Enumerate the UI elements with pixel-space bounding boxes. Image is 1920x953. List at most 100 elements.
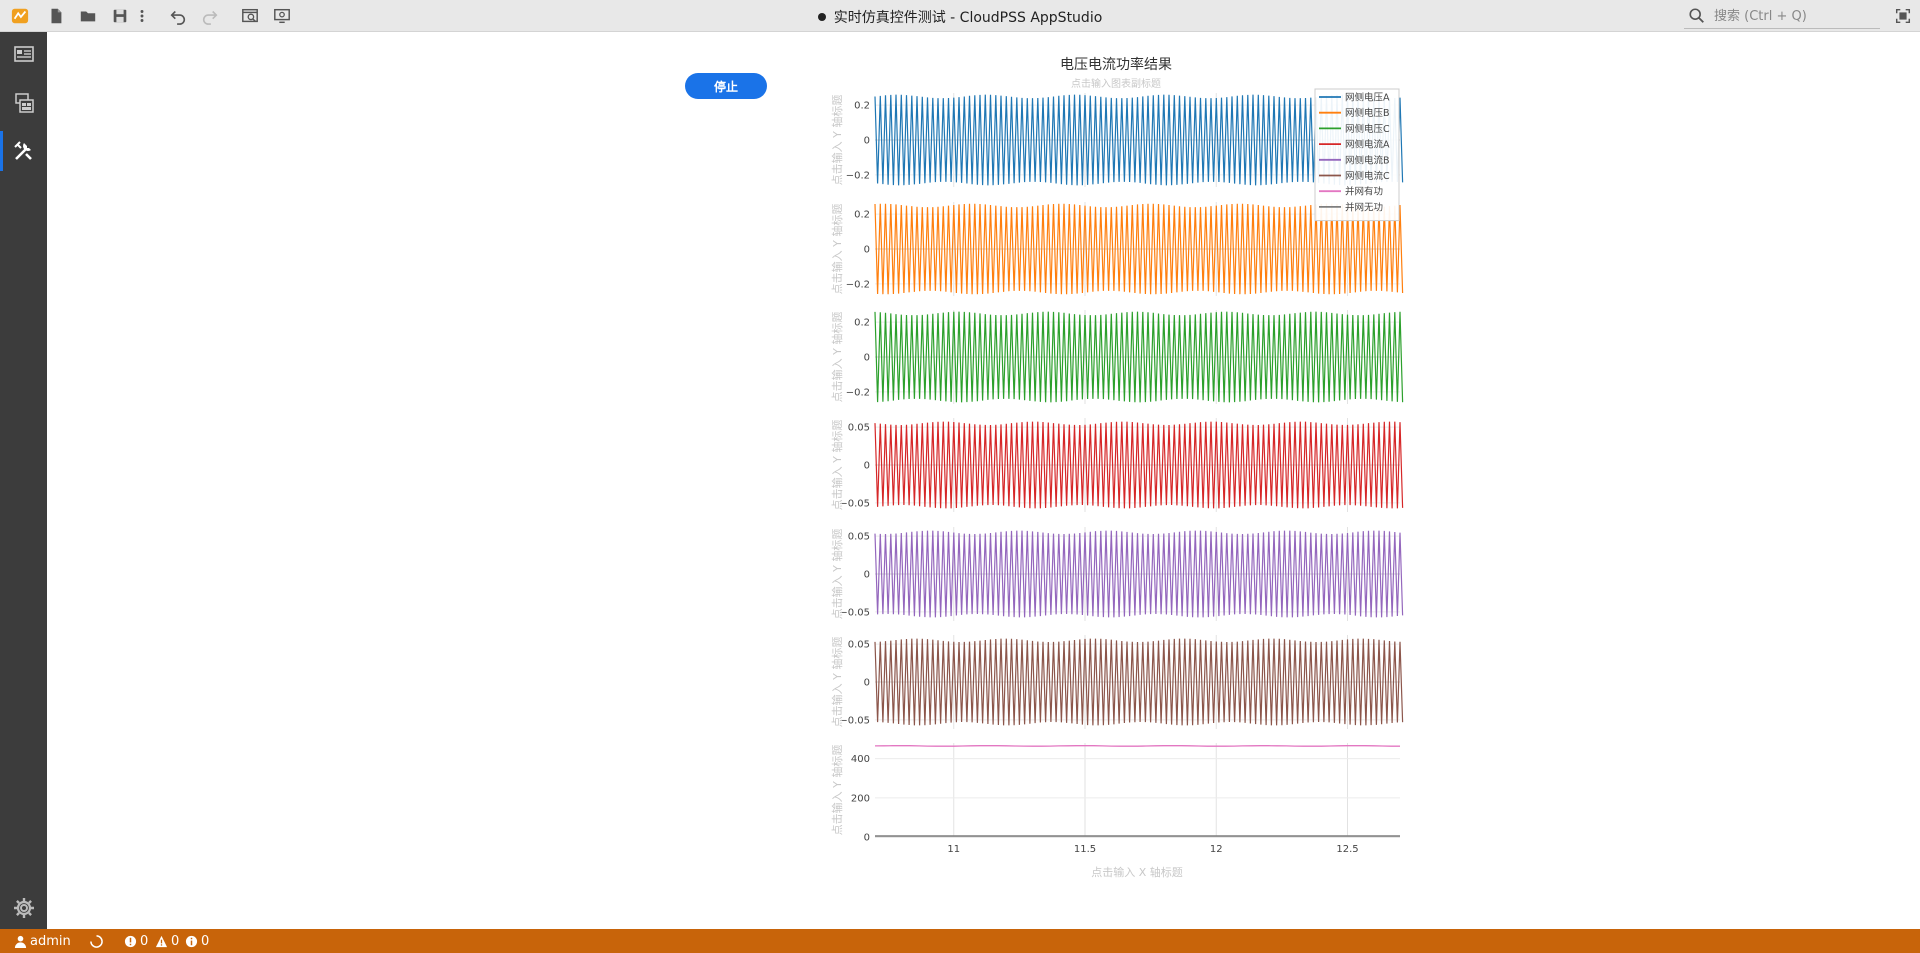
y-tick-label: 0 [864, 136, 870, 147]
legend-item[interactable]: 网侧电流C [1345, 170, 1390, 182]
status-bar: admin 0 0 0 [0, 929, 1920, 953]
legend-item[interactable]: 并网有功 [1345, 186, 1383, 198]
y-tick-label: 0 [864, 461, 870, 472]
debug-icon[interactable] [272, 6, 292, 26]
x-axis-title[interactable]: 点击输入 X 轴标题 [1091, 865, 1183, 879]
error-count-value: 0 [140, 933, 149, 949]
y-axis-title[interactable]: 点击输入 Y 轴标题 [830, 95, 844, 186]
legend-box [1314, 88, 1400, 222]
y-tick-label: −0.05 [839, 498, 870, 509]
y-tick-label: −0.05 [839, 607, 870, 618]
stop-button[interactable]: 停止 [685, 73, 767, 99]
y-axis-title[interactable]: 点击输入 Y 轴标题 [830, 745, 844, 836]
legend-item[interactable]: 网侧电流B [1345, 154, 1390, 166]
y-axis-title[interactable]: 点击输入 Y 轴标题 [830, 312, 844, 403]
y-tick-label: −0.2 [846, 279, 870, 290]
sidebar-item-tools[interactable] [0, 131, 47, 171]
components-icon [14, 93, 34, 113]
y-tick-label: 0.2 [854, 318, 870, 329]
warning-icon [155, 935, 168, 947]
error-icon [124, 935, 137, 947]
new-file-icon[interactable] [46, 6, 66, 26]
legend-item[interactable]: 网侧电压B [1345, 107, 1390, 119]
power-chart: 电压电流功率结果 点击输入图表副标题 0.2 0 −0.2 点击输入 Y 轴标题 0.2… [820, 50, 1420, 890]
series-line [874, 203, 1404, 295]
error-count[interactable]: 0 [124, 932, 148, 950]
preview-icon[interactable] [240, 6, 260, 26]
y-tick-label: −0.05 [839, 715, 870, 726]
series-line [874, 530, 1404, 618]
y-axis-title[interactable]: 点击输入 Y 轴标题 [830, 637, 844, 728]
fullscreen-icon[interactable] [1893, 6, 1913, 26]
y-tick-label: 0.05 [848, 423, 870, 434]
y-tick-label: 0.2 [854, 101, 870, 112]
warning-count-value: 0 [171, 933, 180, 949]
y-axis-title[interactable]: 点击输入 Y 轴标题 [830, 204, 844, 295]
user-icon [14, 935, 27, 948]
more-vertical-icon[interactable] [136, 6, 148, 26]
x-tick-label: 11.5 [1074, 844, 1096, 855]
y-tick-label: −0.2 [846, 170, 870, 181]
user-indicator[interactable]: admin [14, 932, 71, 950]
sidebar-item-settings[interactable] [0, 888, 47, 928]
subplot-7: 400 200 0 点击输入 Y 轴标题 11 11.5 12 12.5 [830, 743, 1400, 855]
chart-subtitle-hint[interactable]: 点击输入图表副标题 [1071, 77, 1161, 90]
search-input[interactable] [1712, 5, 1876, 27]
search-box[interactable] [1684, 3, 1880, 29]
legend-item[interactable]: 网侧电压A [1345, 92, 1390, 104]
y-tick-label: 0 [864, 353, 870, 364]
undo-icon[interactable] [168, 6, 188, 26]
info-count[interactable]: 0 [185, 932, 209, 950]
y-tick-label: 0.2 [854, 210, 870, 221]
x-tick-label: 12.5 [1336, 844, 1358, 855]
x-tick-label: 11 [947, 844, 960, 855]
y-tick-label: 400 [851, 754, 870, 765]
redo-icon[interactable] [200, 6, 220, 26]
legend-item[interactable]: 并网无功 [1345, 201, 1383, 213]
search-icon [1689, 8, 1704, 23]
app-logo-icon[interactable] [10, 6, 30, 26]
username: admin [30, 933, 71, 949]
y-tick-label: −0.2 [846, 387, 870, 398]
y-tick-label: 0 [864, 570, 870, 581]
y-tick-label: 0.05 [848, 640, 870, 651]
y-axis-title[interactable]: 点击输入 Y 轴标题 [830, 529, 844, 620]
y-tick-label: 0.05 [848, 532, 870, 543]
y-tick-label: 0 [864, 245, 870, 256]
sidebar-item-layout[interactable] [0, 34, 47, 74]
y-tick-label: 0 [864, 833, 870, 844]
sync-indicator [90, 932, 106, 950]
series-line [874, 311, 1404, 403]
info-icon [185, 935, 198, 947]
series-line [874, 638, 1404, 726]
series-line-active-power [874, 744, 1400, 747]
loading-spinner-icon [90, 934, 103, 948]
y-tick-label: 200 [851, 793, 870, 804]
y-axis-title[interactable]: 点击输入 Y 轴标题 [830, 420, 844, 511]
layout-icon [13, 46, 34, 62]
y-tick-label: 0 [864, 678, 870, 689]
save-icon[interactable] [110, 6, 130, 26]
open-folder-icon[interactable] [78, 6, 98, 26]
legend-item[interactable]: 网侧电流A [1345, 139, 1390, 151]
x-tick-label: 12 [1210, 844, 1223, 855]
chart-title[interactable]: 电压电流功率结果 [1060, 56, 1172, 73]
unsaved-indicator-icon [817, 13, 826, 21]
series-line [874, 421, 1404, 509]
title-bar: 实时仿真控件测试 - CloudPSS AppStudio [0, 0, 1920, 32]
window-title-text: 实时仿真控件测试 - CloudPSS AppStudio [833, 10, 1103, 26]
tools-icon [13, 141, 32, 160]
gear-icon [13, 898, 34, 918]
warning-count[interactable]: 0 [155, 932, 179, 950]
sidebar-item-components[interactable] [0, 83, 47, 123]
left-sidebar [0, 32, 47, 929]
legend-item[interactable]: 网侧电压C [1345, 123, 1390, 135]
